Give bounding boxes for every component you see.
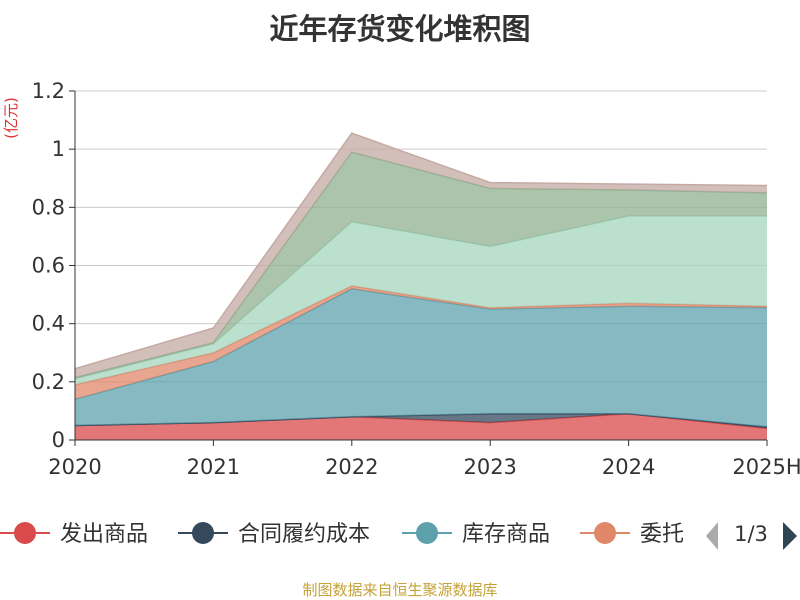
- legend-marker: [14, 522, 36, 544]
- y-tick-label: 0: [52, 428, 65, 452]
- legend-item[interactable]: 委托: [580, 522, 684, 547]
- legend-prev-icon[interactable]: [706, 522, 718, 550]
- series-line-7: [74, 132, 768, 370]
- y-tick-label: 1.2: [32, 79, 65, 103]
- y-tick-label: 0.4: [32, 312, 65, 336]
- area-6: [75, 152, 767, 379]
- area-3: [75, 288, 767, 427]
- legend-marker: [416, 522, 438, 544]
- x-tick-label: 2024: [602, 455, 655, 479]
- legend-label: 委托: [640, 522, 684, 547]
- x-tick-label: 2025H: [732, 455, 800, 479]
- x-tick-label: 2020: [48, 455, 101, 479]
- legend-marker: [192, 522, 214, 544]
- legend-page-indicator: 1/3: [734, 522, 768, 546]
- legend-item[interactable]: 库存商品: [402, 522, 550, 547]
- area-5: [75, 216, 767, 385]
- area-2: [75, 413, 767, 429]
- area-1: [75, 413, 767, 440]
- y-tick-label: 0.6: [32, 254, 65, 278]
- legend-item[interactable]: 发出商品: [0, 522, 148, 547]
- area-7: [75, 133, 767, 378]
- legend-next-icon[interactable]: [783, 522, 797, 550]
- y-axis-label: (亿元): [2, 97, 20, 139]
- legend-marker: [594, 522, 616, 544]
- legend-item[interactable]: 合同履约成本: [178, 522, 370, 547]
- y-tick-label: 0.8: [32, 195, 65, 219]
- legend-label: 合同履约成本: [238, 522, 370, 547]
- data-source-note: 制图数据来自恒生聚源数据库: [302, 581, 498, 599]
- legend-label: 发出商品: [60, 522, 148, 547]
- chart-title: 近年存货变化堆积图: [269, 12, 531, 46]
- x-tick-label: 2021: [187, 455, 240, 479]
- x-tick-label: 2022: [325, 455, 378, 479]
- legend-label: 库存商品: [462, 522, 550, 547]
- y-tick-label: 1: [52, 137, 65, 161]
- y-tick-label: 0.2: [32, 370, 65, 394]
- x-tick-label: 2023: [463, 455, 516, 479]
